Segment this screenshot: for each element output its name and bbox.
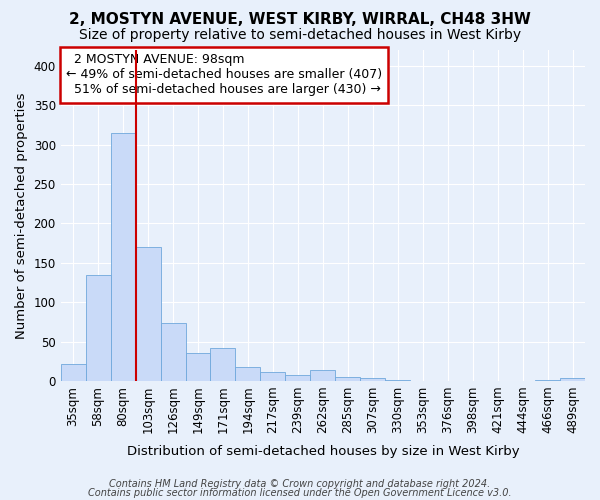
Text: 2, MOSTYN AVENUE, WEST KIRBY, WIRRAL, CH48 3HW: 2, MOSTYN AVENUE, WEST KIRBY, WIRRAL, CH…	[69, 12, 531, 28]
Bar	[260, 372, 286, 381]
Bar	[61, 364, 86, 381]
Bar	[335, 377, 360, 381]
Bar	[286, 376, 310, 381]
Text: Contains HM Land Registry data © Crown copyright and database right 2024.: Contains HM Land Registry data © Crown c…	[109, 479, 491, 489]
Bar	[110, 132, 136, 381]
Bar	[385, 380, 410, 381]
Bar	[161, 324, 185, 381]
Text: Size of property relative to semi-detached houses in West Kirby: Size of property relative to semi-detach…	[79, 28, 521, 42]
X-axis label: Distribution of semi-detached houses by size in West Kirby: Distribution of semi-detached houses by …	[127, 444, 519, 458]
Bar	[235, 366, 260, 381]
Bar	[360, 378, 385, 381]
Text: 2 MOSTYN AVENUE: 98sqm
← 49% of semi-detached houses are smaller (407)
  51% of : 2 MOSTYN AVENUE: 98sqm ← 49% of semi-det…	[66, 54, 382, 96]
Bar	[185, 354, 211, 381]
Bar	[535, 380, 560, 381]
Text: Contains public sector information licensed under the Open Government Licence v3: Contains public sector information licen…	[88, 488, 512, 498]
Bar	[560, 378, 585, 381]
Bar	[211, 348, 235, 381]
Bar	[86, 274, 110, 381]
Bar	[310, 370, 335, 381]
Y-axis label: Number of semi-detached properties: Number of semi-detached properties	[15, 92, 28, 338]
Bar	[136, 247, 161, 381]
